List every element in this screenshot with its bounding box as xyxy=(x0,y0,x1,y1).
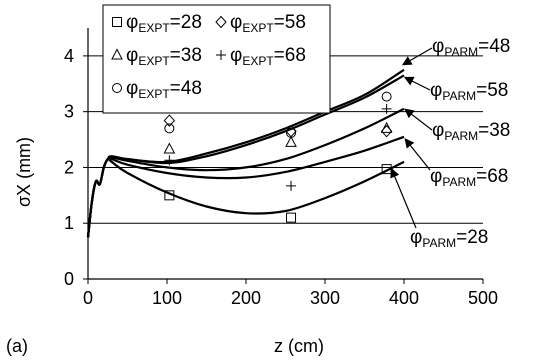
legend-label-subscript: EXPT xyxy=(242,54,274,68)
legend-marker-φEXPT=28 xyxy=(112,17,122,27)
curve-label-symbol: φ xyxy=(432,36,444,57)
curve-label: φPARM=38 xyxy=(432,120,510,143)
x-tick-label: 500 xyxy=(468,288,498,308)
legend-label: φEXPT=28 xyxy=(126,12,202,35)
x-tick-label: 200 xyxy=(231,288,261,308)
legend-marker-φEXPT=38 xyxy=(111,48,123,60)
curve-label-value: =48 xyxy=(478,36,510,57)
experiment-points xyxy=(163,91,393,223)
curve-label-symbol: φ xyxy=(430,80,442,101)
y-axis-title: σX (mm) xyxy=(14,137,34,207)
y-tick-label: 2 xyxy=(64,157,74,177)
legend-label: φEXPT=48 xyxy=(126,78,202,101)
x-axis-title: z (cm) xyxy=(274,336,324,356)
legend-label-subscript: EXPT xyxy=(138,87,170,101)
point-φEXPT=38 xyxy=(163,142,176,154)
point-φEXPT=58 xyxy=(380,124,393,138)
arrow-φPARM=68 xyxy=(404,138,431,171)
x-tick-label: 0 xyxy=(83,288,93,308)
point-φEXPT=68 xyxy=(381,103,392,114)
curve-label-value: =28 xyxy=(456,227,488,248)
legend-label-symbol: φ xyxy=(126,45,138,66)
legend-label-value: =58 xyxy=(274,12,306,33)
curve-label-subscript: PARM xyxy=(442,89,476,103)
x-tick-label: 300 xyxy=(310,288,340,308)
point-φEXPT=28 xyxy=(164,190,175,201)
x-tick-label: 100 xyxy=(152,288,182,308)
curve-label-subscript: PARM xyxy=(442,175,476,189)
legend-label-subscript: EXPT xyxy=(138,54,170,68)
curve-φPARM=28 xyxy=(86,157,405,238)
curve-φPARM=38 xyxy=(86,107,405,238)
point-φEXPT=68 xyxy=(286,180,297,191)
arrow-φPARM=28 xyxy=(390,167,417,229)
legend-label-value: =28 xyxy=(170,12,202,33)
axes xyxy=(83,28,484,284)
legend-label-symbol: φ xyxy=(126,78,138,99)
curve-label: φPARM=28 xyxy=(410,227,488,250)
legend-label-symbol: φ xyxy=(126,12,138,33)
curve-label-subscript: PARM xyxy=(422,236,456,250)
legend-label-subscript: EXPT xyxy=(138,21,170,35)
y-tick-label: 0 xyxy=(64,269,74,289)
curve-label-subscript: PARM xyxy=(444,129,478,143)
point-φEXPT=48 xyxy=(381,91,392,102)
legend-label-value: =48 xyxy=(170,78,202,99)
curve-label-symbol: φ xyxy=(432,120,444,141)
legend-label-symbol: φ xyxy=(230,12,242,33)
point-φEXPT=58 xyxy=(285,124,297,138)
y-tick-labels: 0 1 2 3 4 xyxy=(64,46,74,289)
legend-marker-φEXPT=58 xyxy=(215,15,227,29)
legend-label: φEXPT=68 xyxy=(230,45,306,68)
point-φEXPT=38 xyxy=(380,121,393,133)
legend-label-value: =38 xyxy=(170,45,202,66)
legend-label-symbol: φ xyxy=(230,45,242,66)
model-curves xyxy=(86,68,405,238)
curve-label-value: =58 xyxy=(476,80,508,101)
curve-label-symbol: φ xyxy=(410,227,422,248)
x-tick-label: 400 xyxy=(389,288,419,308)
point-φEXPT=28 xyxy=(286,212,297,223)
arrow-φPARM=38 xyxy=(404,108,433,131)
y-tick-label: 3 xyxy=(64,102,74,122)
curve-label-symbol: φ xyxy=(430,166,442,187)
legend-marker-φEXPT=68 xyxy=(216,50,226,60)
curve-label: φPARM=58 xyxy=(430,80,508,103)
curve-label-subscript: PARM xyxy=(444,45,478,59)
point-φEXPT=38 xyxy=(285,135,297,147)
curve-label-value: =68 xyxy=(476,166,508,187)
curve-label-value: =38 xyxy=(478,120,510,141)
point-φEXPT=68 xyxy=(164,155,175,166)
point-φEXPT=58 xyxy=(163,114,176,127)
legend-marker-φEXPT=48 xyxy=(112,83,122,93)
x-tick-labels: 0 100 200 300 400 500 xyxy=(83,288,498,308)
legend-label-value: =68 xyxy=(274,45,306,66)
curve-φPARM=68 xyxy=(86,135,405,238)
legend-label-subscript: EXPT xyxy=(242,21,274,35)
curve-label: φPARM=48 xyxy=(432,36,510,59)
curve-label: φPARM=68 xyxy=(430,166,508,189)
legend-label: φEXPT=58 xyxy=(230,12,306,35)
point-φEXPT=48 xyxy=(164,123,175,134)
y-tick-label: 1 xyxy=(64,213,74,233)
panel-label: (a) xyxy=(6,336,28,356)
y-tick-label: 4 xyxy=(64,46,74,66)
arrow-φPARM=58 xyxy=(403,76,431,91)
arrow-φPARM=48 xyxy=(401,47,433,66)
legend-label: φEXPT=38 xyxy=(126,45,202,68)
